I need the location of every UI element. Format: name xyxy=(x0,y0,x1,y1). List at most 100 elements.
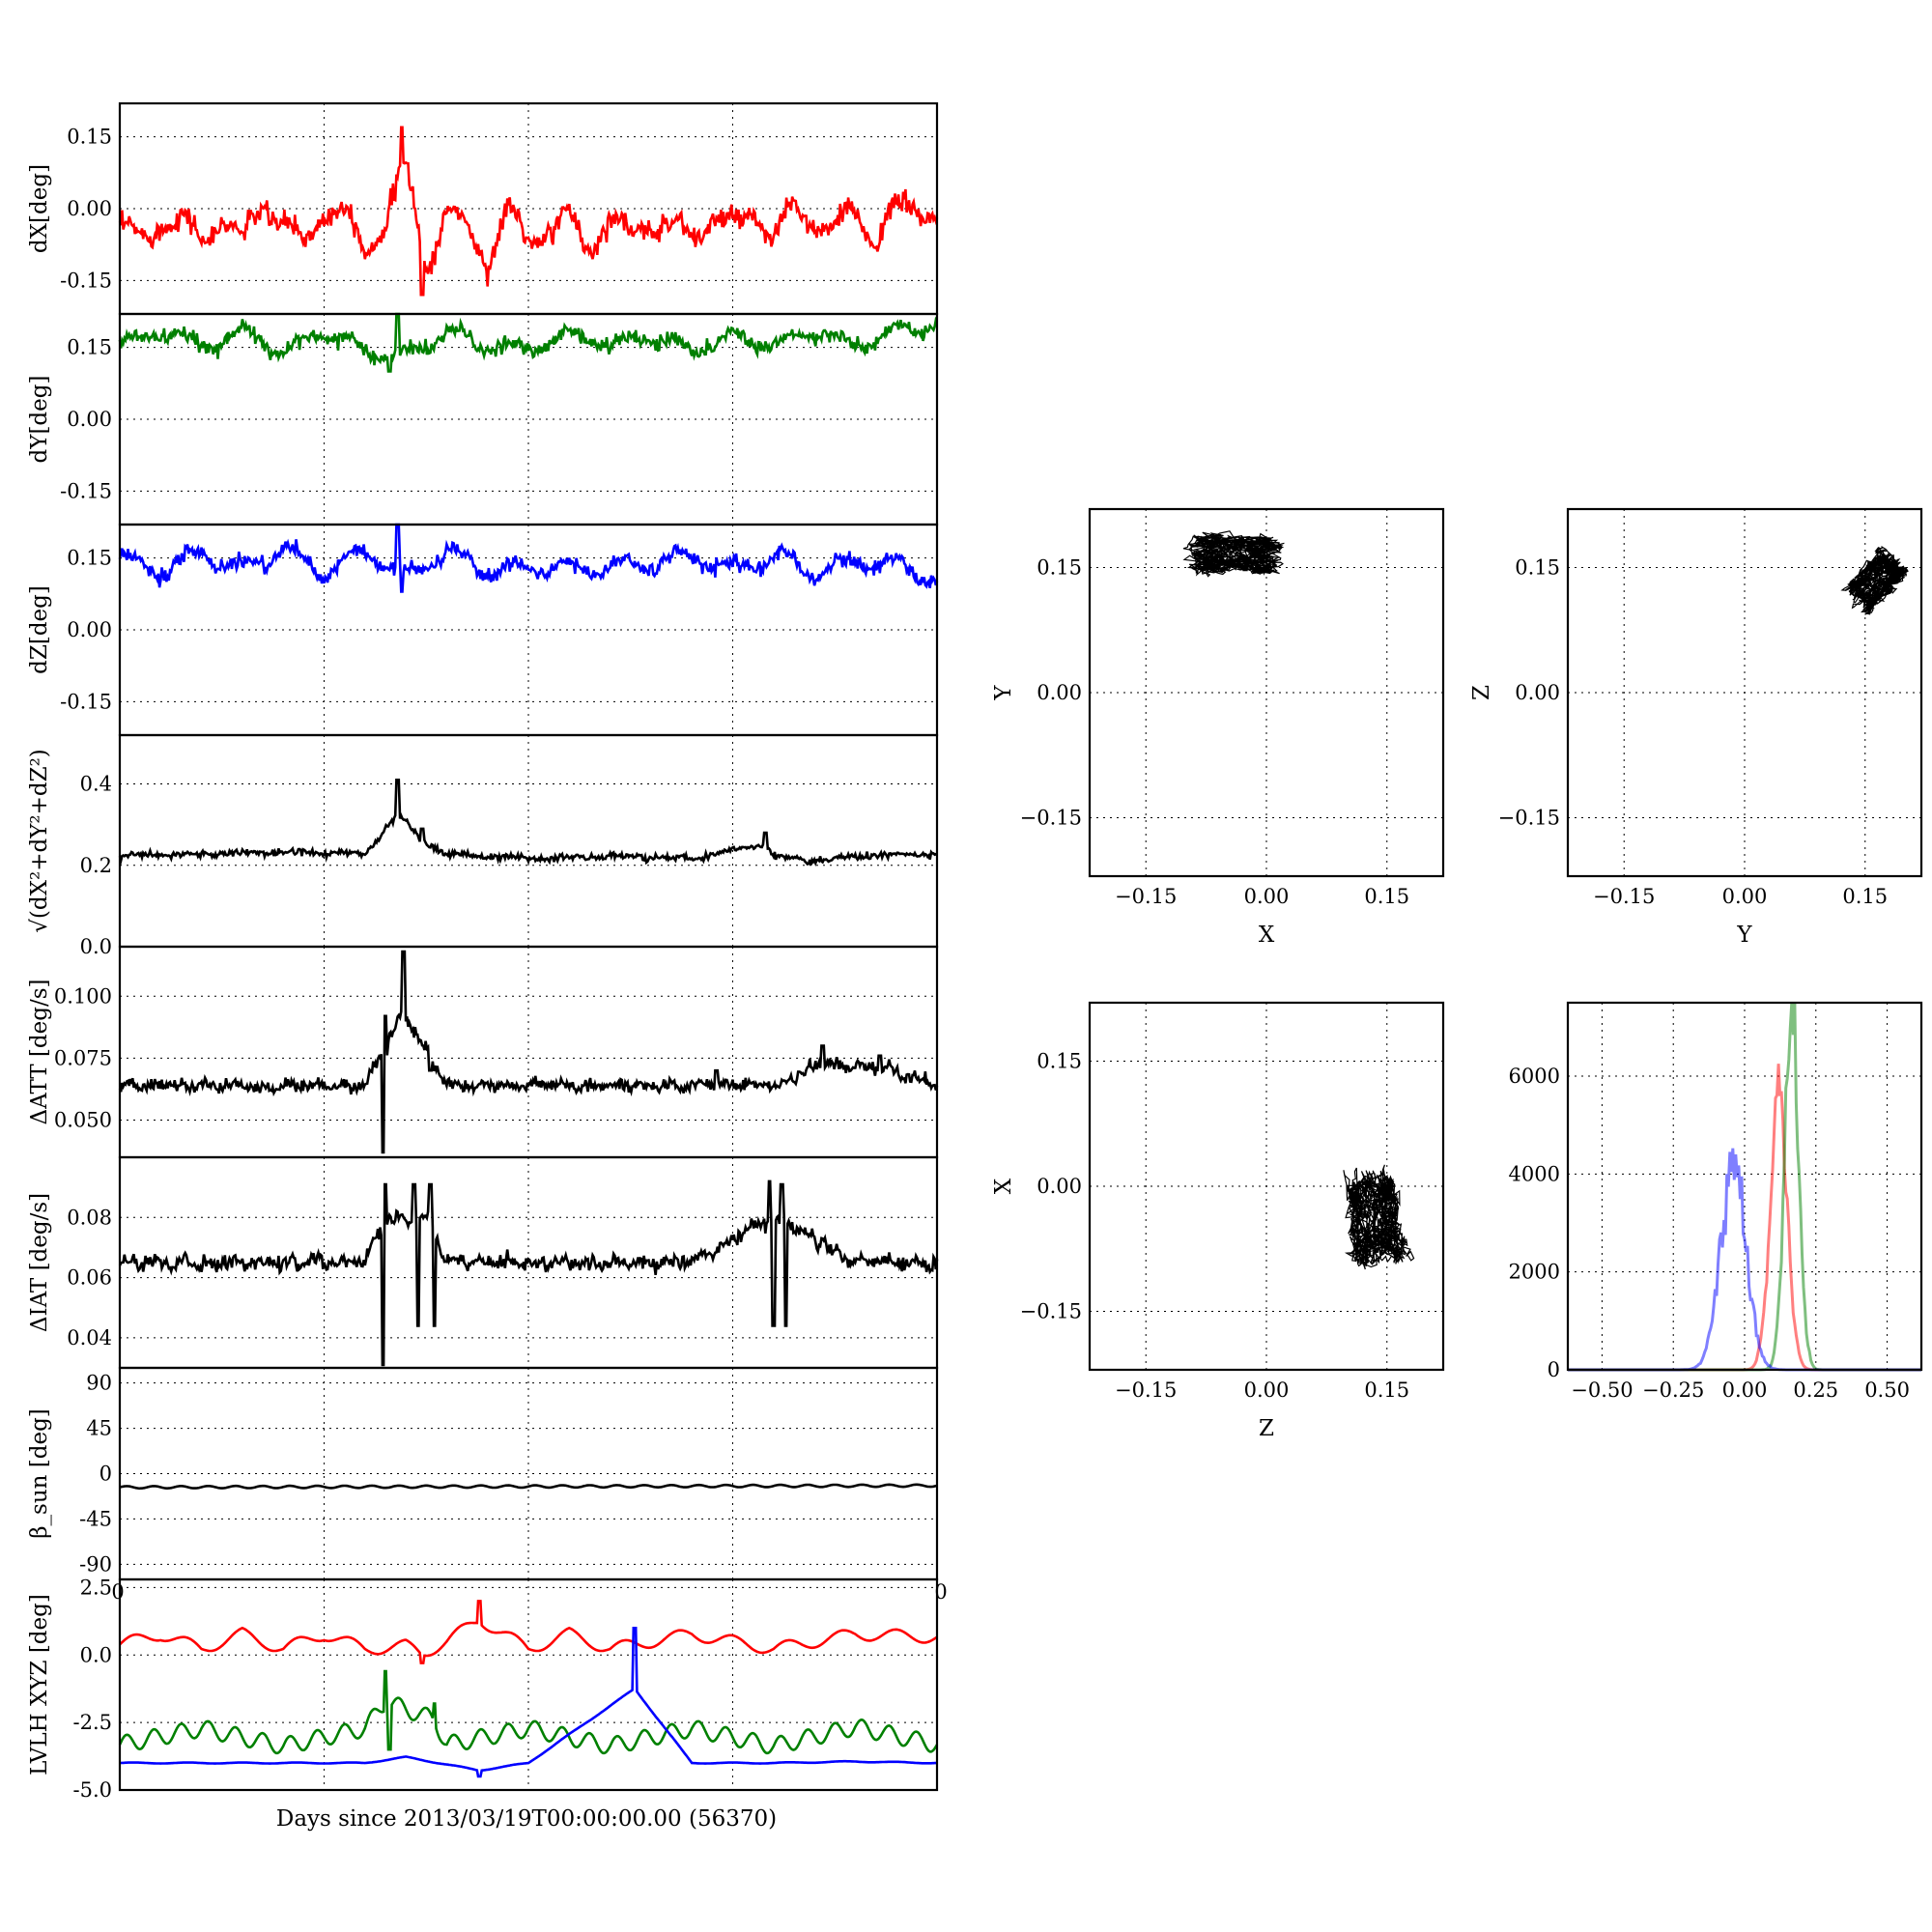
y-tick-label: 0 xyxy=(99,1463,112,1486)
time-series-panel-dy: 0.15 0.00 -0.15 dY[deg] xyxy=(27,312,939,526)
y-tick-label: 0.050 xyxy=(54,1109,112,1132)
y-tick-label: -0.15 xyxy=(60,479,112,502)
x-tick-label: 0.00 xyxy=(1244,885,1290,908)
y-tick-label: -2.5 xyxy=(73,1711,113,1734)
y-axis-label: Y xyxy=(991,685,1016,701)
y-tick-label: 0.00 xyxy=(1037,1175,1082,1198)
x-tick-label: −0.15 xyxy=(1115,1378,1177,1402)
y-tick-label: 4000 xyxy=(1509,1162,1560,1185)
y-tick-label: −0.15 xyxy=(1020,807,1082,830)
y-axis-label: X xyxy=(991,1178,1016,1194)
y-tick-label: 0.15 xyxy=(67,547,112,570)
x-tick-label: 0.15 xyxy=(1364,1378,1409,1402)
axes-frame xyxy=(1566,1001,1923,1372)
y-axis-label: dY[deg] xyxy=(27,376,52,464)
trajectory-line xyxy=(1182,530,1285,578)
x-tick-label: −0.15 xyxy=(1593,885,1655,908)
series-line xyxy=(118,779,938,867)
series-line xyxy=(118,312,939,373)
y-tick-label: −0.15 xyxy=(1020,1300,1082,1323)
series-line xyxy=(118,1669,939,1755)
y-tick-label: 2.5 xyxy=(80,1576,112,1599)
y-tick-label: -45 xyxy=(79,1507,112,1530)
y-tick-label: 0.06 xyxy=(67,1266,112,1290)
y-tick-label: 0.15 xyxy=(67,336,112,359)
axes-frame xyxy=(118,945,939,1159)
y-tick-label: 0.0 xyxy=(80,1643,112,1666)
y-tick-label: 2000 xyxy=(1509,1261,1560,1284)
y-tick-label: 0.4 xyxy=(80,773,112,796)
y-tick-label: 0.2 xyxy=(80,854,112,877)
y-axis-label: Z xyxy=(1469,685,1494,700)
axes-frame xyxy=(1566,507,1923,878)
histogram-panel: −0.50 −0.25 0.00 0.25 0.50 6000 4000 2000 0 xyxy=(1509,1001,1923,1402)
y-tick-label: 0.00 xyxy=(1037,681,1082,704)
x-tick-label: 0.00 xyxy=(1722,885,1768,908)
y-tick-label: 0.075 xyxy=(54,1046,112,1069)
scatter-panel-x-y: −0.15 0.00 0.15 0.15 0.00 −0.15 X Y xyxy=(991,507,1445,948)
y-tick-label: 0.100 xyxy=(54,984,112,1008)
histogram-step xyxy=(1568,1064,1921,1372)
y-tick-label: -90 xyxy=(79,1552,112,1576)
y-tick-label: 0.0 xyxy=(80,935,112,958)
series-line xyxy=(118,950,939,1154)
y-tick-label: 0 xyxy=(1548,1358,1560,1381)
x-tick-label: 0.00 xyxy=(1244,1378,1290,1402)
y-tick-label: 0.08 xyxy=(67,1206,112,1229)
axes-frame xyxy=(118,733,939,949)
y-tick-label: 0.00 xyxy=(67,408,112,431)
y-axis-label: ΔIAT [deg/s] xyxy=(27,1193,52,1332)
time-series-panel-dx: 0.15 0.00 -0.15 dX[deg] xyxy=(27,101,939,316)
time-series-panel-lvlh: 2.5 0.0 -2.5 -5.0 LVLH XYZ [deg] xyxy=(27,1576,939,1802)
y-tick-label: 0.00 xyxy=(67,197,112,220)
x-tick-label: 0.15 xyxy=(1842,885,1888,908)
y-axis-label: LVLH XYZ [deg] xyxy=(27,1594,52,1776)
series-line xyxy=(119,1627,937,1778)
y-axis-label: β_sun [deg] xyxy=(27,1408,52,1539)
y-tick-label: −0.15 xyxy=(1498,807,1560,830)
x-tick-label: 0.25 xyxy=(1793,1378,1838,1402)
x-axis-label: Y xyxy=(1736,923,1752,948)
y-axis-label: dX[deg] xyxy=(27,164,52,253)
x-axis-label: Z xyxy=(1259,1416,1274,1441)
y-tick-label: 6000 xyxy=(1509,1065,1560,1088)
y-tick-label: -0.15 xyxy=(60,690,112,713)
series-line xyxy=(118,126,939,297)
y-tick-label: 45 xyxy=(86,1417,112,1440)
y-tick-label: 0.15 xyxy=(1037,555,1082,579)
x-axis-label: X xyxy=(1259,923,1275,948)
y-axis-label: √(dX²+dY²+dZ²) xyxy=(27,749,52,933)
histogram-step xyxy=(1568,1148,1921,1372)
axes-frame xyxy=(1088,507,1445,878)
figure-xlabel: Days since 2013/03/19T00:00:00.00 (56370… xyxy=(276,1806,777,1832)
series-line xyxy=(119,1483,938,1491)
series-line xyxy=(119,1600,938,1664)
x-tick-label: −0.15 xyxy=(1115,885,1177,908)
time-series-panel-magnitude: 0.4 0.2 0.0 √(dX²+dY²+dZ²) xyxy=(27,733,939,958)
y-axis-label: ΔATT [deg/s] xyxy=(27,980,52,1125)
series-line xyxy=(118,1179,939,1367)
x-tick-label: 0.50 xyxy=(1864,1378,1910,1402)
y-axis-label: dZ[deg] xyxy=(27,585,52,674)
x-tick-label: 0.15 xyxy=(1364,885,1409,908)
scatter-panel-y-z: −0.15 0.00 0.15 0.15 0.00 −0.15 Y Z xyxy=(1469,507,1923,948)
scatter-panel-z-x: −0.15 0.00 0.15 0.15 0.00 −0.15 Z X xyxy=(991,1001,1445,1441)
y-tick-label: 0.04 xyxy=(67,1326,112,1350)
time-series-panel-dz: 0.15 0.00 -0.15 dZ[deg] xyxy=(27,523,939,737)
y-tick-label: 0.15 xyxy=(67,126,112,149)
x-tick-label: 0 xyxy=(111,1580,124,1604)
y-tick-label: 0.00 xyxy=(67,618,112,641)
trajectory-line xyxy=(1840,546,1910,615)
y-tick-label: 0.00 xyxy=(1515,681,1560,704)
x-tick-label: −0.25 xyxy=(1642,1378,1704,1402)
series-line xyxy=(118,523,939,593)
y-tick-label: -0.15 xyxy=(60,269,112,292)
y-tick-label: 0.15 xyxy=(1515,555,1560,579)
trajectory-line xyxy=(1343,1164,1415,1270)
time-series-panel-diat: 0.08 0.06 0.04 ΔIAT [deg/s] xyxy=(27,1155,939,1370)
x-tick-label: −0.50 xyxy=(1571,1378,1633,1402)
y-tick-label: 90 xyxy=(86,1372,112,1395)
